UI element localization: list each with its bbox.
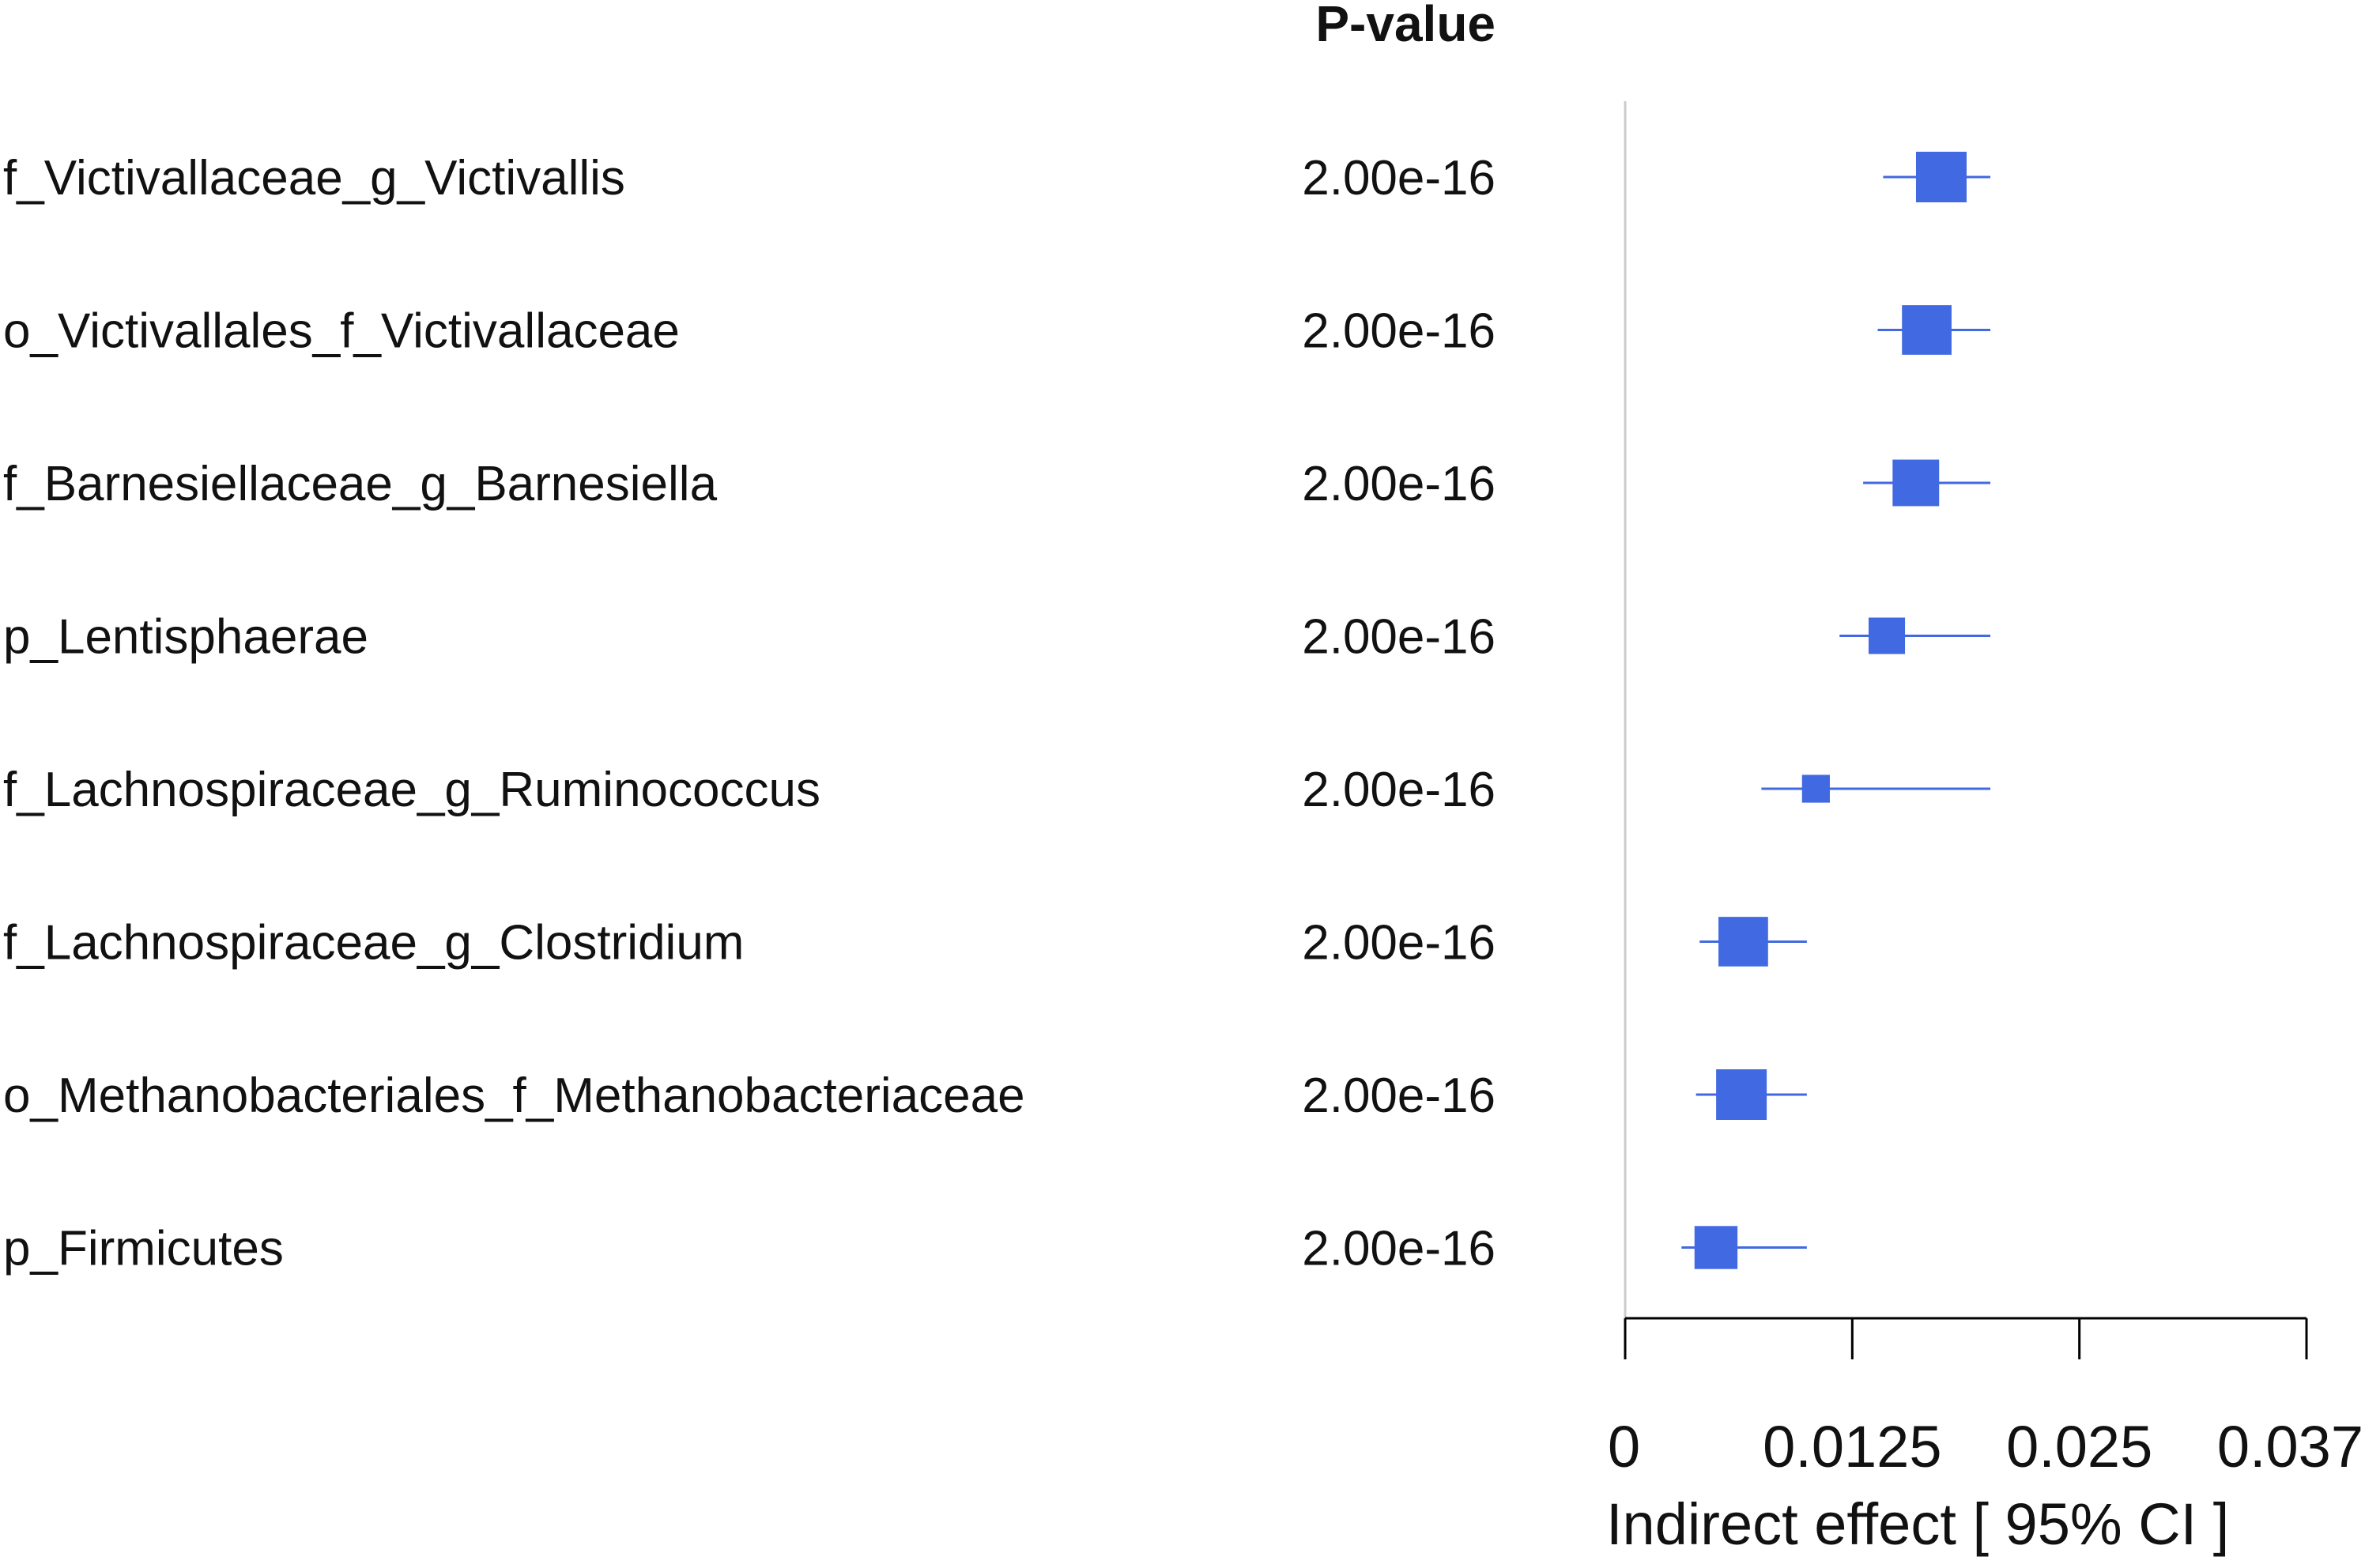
- estimate-marker-8: [1694, 1226, 1738, 1269]
- p-value: 2.00e-16: [1302, 763, 1496, 817]
- p-value: 2.00e-16: [1302, 1222, 1496, 1276]
- estimate-marker-1: [1915, 152, 1967, 202]
- estimate-marker-2: [1902, 305, 1952, 355]
- row-label: o_Victivallales_f_Victivallaceae: [3, 304, 680, 359]
- estimate-marker-7: [1716, 1069, 1767, 1120]
- row-label: o_Methanobacteriales_f_Methanobacteriace…: [3, 1069, 1025, 1123]
- row-label: f_Victivallaceae_g_Victivallis: [3, 151, 625, 205]
- x-axis: Indirect effect [ 95% CI ] 0 0.0125 0.025 0…: [1606, 1317, 2363, 1557]
- plot-area: [1624, 101, 1991, 1318]
- x-tick-label-4: 0.037: [2217, 1414, 2363, 1479]
- estimate-marker-4: [1868, 617, 1906, 654]
- x-tick-label-2: 0.0125: [1763, 1414, 1941, 1479]
- estimate-marker-5: [1801, 775, 1830, 803]
- row-label: f_Barnesiellaceae_g_Barnesiella: [3, 457, 718, 511]
- row-label: f_Lachnospiraceae_g_Clostridium: [3, 916, 744, 971]
- row-label: f_Lachnospiraceae_g_Ruminococcus: [3, 763, 820, 817]
- row-label: p_Lentisphaerae: [3, 610, 368, 665]
- x-tick-label-1: 0: [1608, 1414, 1640, 1479]
- p-value: 2.00e-16: [1302, 916, 1496, 971]
- p-value-column: P-value 2.00e-16 2.00e-16 2.00e-16 2.00e-16…: [1302, 0, 1496, 1276]
- estimate-marker-6: [1718, 917, 1768, 967]
- p-value: 2.00e-16: [1302, 457, 1496, 511]
- row-label: p_Firmicutes: [3, 1222, 284, 1276]
- row-labels: f_Victivallaceae_g_Victivallis o_Victival…: [3, 151, 1025, 1276]
- p-value: 2.00e-16: [1302, 610, 1496, 665]
- p-value: 2.00e-16: [1302, 151, 1496, 205]
- p-value-header: P-value: [1315, 0, 1496, 52]
- x-axis-title: Indirect effect [ 95% CI ]: [1606, 1491, 2229, 1557]
- p-value: 2.00e-16: [1302, 304, 1496, 359]
- x-tick-label-3: 0.025: [2006, 1414, 2152, 1479]
- p-value: 2.00e-16: [1302, 1069, 1496, 1123]
- estimate-marker-3: [1892, 459, 1940, 507]
